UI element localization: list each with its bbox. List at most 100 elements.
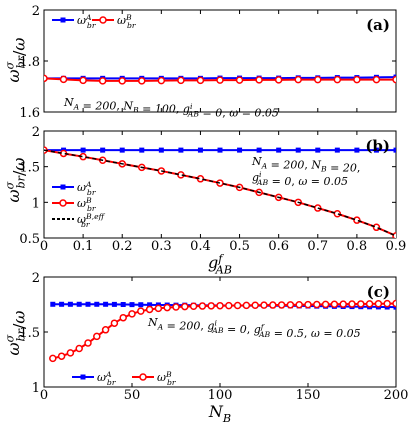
data-point <box>392 299 396 308</box>
data-point <box>334 147 340 153</box>
data-point <box>84 339 92 347</box>
data-point <box>49 354 57 363</box>
data-point <box>274 76 283 84</box>
data-point <box>313 300 321 309</box>
data-point <box>237 147 243 153</box>
y-tick-label: 1 <box>32 381 40 396</box>
y-tick-label: 2 <box>32 271 40 286</box>
data-point <box>189 302 198 311</box>
y-tick-label: 2 <box>32 125 40 140</box>
data-point <box>94 301 100 307</box>
data-point <box>348 300 356 308</box>
data-point <box>80 147 86 153</box>
y-tick-label: 1.5 <box>19 161 40 176</box>
data-point <box>286 301 295 309</box>
data-point <box>57 352 66 360</box>
panel-label: (a) <box>366 16 390 34</box>
data-point <box>59 301 65 307</box>
x-tick-label: 150 <box>296 388 321 403</box>
data-point <box>119 147 125 153</box>
data-point <box>372 75 381 84</box>
legend-label: ωA br <box>97 370 117 387</box>
x-tick-label: 0.6 <box>268 239 289 254</box>
data-point <box>59 75 68 84</box>
x-axis-label: gf AB <box>208 252 232 276</box>
data-point <box>216 301 224 310</box>
y-tick-label: 2 <box>32 4 40 19</box>
data-point <box>67 301 73 307</box>
data-point <box>255 76 263 84</box>
data-point <box>101 326 110 334</box>
x-tick-label: 0.1 <box>73 239 94 254</box>
data-point <box>353 75 361 84</box>
data-point <box>276 147 282 153</box>
data-point <box>129 302 135 308</box>
data-point <box>137 307 145 315</box>
x-tick-label: 0.8 <box>347 239 368 254</box>
panel-c: 1 1.5 2 0 50 100 150 200 ωσbr/ω NB (c) ωA br ωB br NA =… <box>3 271 408 423</box>
data-point <box>178 147 184 153</box>
x-tick-label: 0.5 <box>229 239 250 254</box>
y-tick-label: 1.8 <box>19 55 40 70</box>
data-point <box>50 301 56 307</box>
data-point <box>235 76 244 84</box>
data-point <box>333 75 342 84</box>
data-point <box>128 310 136 318</box>
data-point <box>197 147 203 153</box>
data-point <box>260 301 268 309</box>
x-axis-label: NB <box>208 402 231 423</box>
data-point <box>66 349 75 357</box>
y-tick-label: 1 <box>32 196 40 211</box>
data-point <box>339 300 347 308</box>
data-point <box>138 77 146 85</box>
data-point <box>225 301 233 310</box>
y-tick-label: 1.6 <box>19 106 40 121</box>
data-point <box>392 75 396 84</box>
x-tick-label: 0.4 <box>190 239 211 254</box>
data-point <box>93 332 101 341</box>
data-point <box>98 77 107 85</box>
data-point <box>158 147 164 153</box>
panel-label: (b) <box>365 137 390 155</box>
x-tick-label: 200 <box>384 388 409 403</box>
plot-area <box>49 299 396 363</box>
data-point <box>354 147 360 153</box>
data-point <box>118 77 126 85</box>
data-point <box>198 302 207 310</box>
legend-marker <box>60 184 66 190</box>
legend-label: ωB br <box>77 196 97 213</box>
annotation: NA = 200, NB = 100, gi AB = 0, ω = 0.05 <box>63 96 279 119</box>
data-point <box>393 147 396 153</box>
data-point <box>154 304 163 313</box>
data-point <box>314 75 322 84</box>
data-point <box>207 302 215 310</box>
annotation: NA = 200, gi AB = 0, gf AB = 0.5, ω = 0.05 <box>147 316 361 340</box>
x-tick-label: 100 <box>208 388 233 403</box>
data-point <box>138 302 144 308</box>
legend-marker <box>59 199 67 207</box>
data-point <box>119 313 127 322</box>
data-point <box>315 147 321 153</box>
x-tick-label: 0 <box>40 388 48 403</box>
legend-marker <box>80 374 86 380</box>
data-point <box>196 76 205 85</box>
legend-label: ωA br <box>77 13 97 30</box>
legend-label: ωB br <box>157 370 177 387</box>
x-tick-label: 0.7 <box>307 239 328 254</box>
data-point <box>373 147 379 153</box>
y-axis-label: ωσbr/ω <box>3 311 28 356</box>
panel-label: (c) <box>367 283 390 301</box>
data-point <box>233 301 242 310</box>
axes-box <box>43 9 397 113</box>
data-point <box>295 147 301 153</box>
data-point <box>372 223 381 232</box>
plot-area <box>44 146 396 238</box>
y-tick-label: 1.5 <box>19 326 40 341</box>
data-point <box>163 303 171 312</box>
y-tick-label: 0.5 <box>19 232 40 247</box>
annotation: gi AB = 0, ω = 0.05 <box>252 170 348 188</box>
data-point <box>269 301 277 309</box>
data-point <box>393 304 396 310</box>
data-point <box>110 319 119 327</box>
